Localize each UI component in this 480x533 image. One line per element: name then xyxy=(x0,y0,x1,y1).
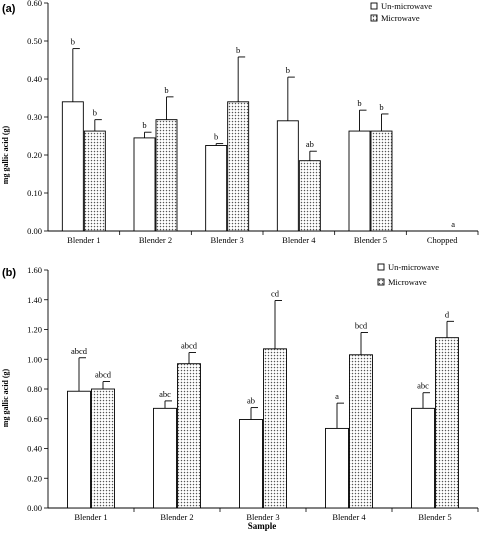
panel-a-significance-letter: ab xyxy=(306,139,314,149)
panel-b-y-tick-label: 1.20 xyxy=(27,325,42,335)
panel-a-bar xyxy=(133,137,156,232)
panel-a-y-tick-label: 0.60 xyxy=(27,0,42,8)
panel-a-significance-letter: b xyxy=(357,98,361,108)
panel-b-legend-swatch xyxy=(377,278,385,286)
panel-b-bar xyxy=(153,407,177,509)
panel-b-category-label: Blender 3 xyxy=(246,512,279,522)
panel-b-significance-letter: abcd xyxy=(71,346,88,356)
panel-a-significance-letter: b xyxy=(286,65,290,75)
panel-a-bar xyxy=(155,119,178,232)
panel-a-significance-letter: a xyxy=(451,219,455,229)
panel-a-legend-label: Microwave xyxy=(381,13,420,23)
panel-a-label: (a) xyxy=(2,3,16,15)
panel-b-legend-label: Microwave xyxy=(388,277,427,287)
panel-b-y-axis-label: mg gallic acid (g) xyxy=(1,368,10,427)
panel-b-bar xyxy=(239,419,263,509)
panel-b-bar xyxy=(177,363,201,509)
panel-a-category-label: Blender 3 xyxy=(211,235,244,245)
panel-a-bar xyxy=(348,130,371,232)
panel-a-y-tick-label: 0.00 xyxy=(27,226,42,236)
panel-b-significance-letter: abc xyxy=(159,389,171,399)
panel-a-significance-letter: b xyxy=(142,120,146,130)
panel-a-bar xyxy=(205,145,228,232)
panel-b-bar xyxy=(325,427,349,509)
panel-a-bar xyxy=(370,130,393,232)
panel-a-significance-letter: b xyxy=(93,108,97,118)
panel-a-y-tick-label: 0.30 xyxy=(27,112,42,122)
panel-b-y-tick-label: 1.40 xyxy=(27,295,42,305)
panel-b-category-label: Blender 5 xyxy=(418,512,451,522)
panel-a-legend-swatch xyxy=(370,14,378,22)
panel-a-bar xyxy=(83,130,106,232)
panel-b-y-tick-label: 1.60 xyxy=(27,265,42,275)
panel-a-category-label: Blender 5 xyxy=(354,235,387,245)
panel-b-x-axis-label: Sample xyxy=(248,521,277,531)
panel-a-legend-label: Un-microwave xyxy=(381,1,432,11)
panel-a-y-tick-label: 0.50 xyxy=(27,36,42,46)
panel-a-significance-letter: b xyxy=(214,132,218,142)
panel-b-category-label: Blender 4 xyxy=(332,512,366,522)
panel-b-y-tick-label: 0.40 xyxy=(27,444,42,454)
panel-b-legend-swatch xyxy=(377,263,385,271)
panel-b-significance-letter: abcd xyxy=(95,370,112,380)
panel-a-y-tick-label: 0.10 xyxy=(27,188,42,198)
panel-a-category-label: Blender 1 xyxy=(67,235,100,245)
panel-b-y-tick-label: 1.00 xyxy=(27,354,42,364)
panel-a-legend-swatch xyxy=(370,2,378,10)
chart-marks: 0.00 0.10 0.20 0.30 0.40 0.50 0.60 Blender 1 b b B… xyxy=(27,0,479,522)
panel-a-significance-letter: b xyxy=(236,45,240,55)
panel-b-significance-letter: ab xyxy=(247,396,255,406)
panel-b-y-tick-label: 0.60 xyxy=(27,414,42,424)
panel-b-y-tick-label: 0.00 xyxy=(27,503,42,513)
panel-a-significance-letter: b xyxy=(379,102,383,112)
panel-a-significance-letter: b xyxy=(71,37,75,47)
panel-a-y-axis-label: mg gallic acid (g) xyxy=(1,125,10,184)
panel-b-bar xyxy=(435,337,459,509)
panel-a-bar xyxy=(276,120,299,232)
panel-a-y-tick-label: 0.40 xyxy=(27,74,42,84)
panel-a-category-label: Chopped xyxy=(427,235,458,245)
panel-b-category-label: Blender 2 xyxy=(160,512,193,522)
panel-a-category-label: Blender 4 xyxy=(282,235,316,245)
panel-a-bar xyxy=(61,101,84,232)
panel-a-category-label: Blender 2 xyxy=(139,235,172,245)
panel-b-bar xyxy=(411,407,435,509)
panel-b-significance-letter: a xyxy=(335,391,339,401)
panel-a-bar xyxy=(298,160,321,232)
panel-b-bar xyxy=(349,354,373,509)
panel-b-label: (b) xyxy=(2,267,16,279)
panel-b-legend-label: Un-microwave xyxy=(388,262,439,272)
panel-b-category-label: Blender 1 xyxy=(74,512,107,522)
panel-a-bar xyxy=(227,101,250,232)
panel-b-significance-letter: bcd xyxy=(355,320,368,330)
panel-b-y-tick-label: 0.80 xyxy=(27,384,42,394)
panel-b-significance-letter: d xyxy=(445,309,450,319)
panel-b-bar xyxy=(67,390,91,509)
panel-b-bar xyxy=(91,388,115,509)
panel-a-y-tick-label: 0.20 xyxy=(27,150,42,160)
panel-a-significance-letter: b xyxy=(164,85,168,95)
panel-b-significance-letter: abcd xyxy=(181,341,198,351)
panel-b-significance-letter: abc xyxy=(417,381,429,391)
panel-b-bar xyxy=(263,348,287,509)
panel-b-significance-letter: cd xyxy=(271,288,280,298)
panel-b-y-tick-label: 0.20 xyxy=(27,473,42,483)
